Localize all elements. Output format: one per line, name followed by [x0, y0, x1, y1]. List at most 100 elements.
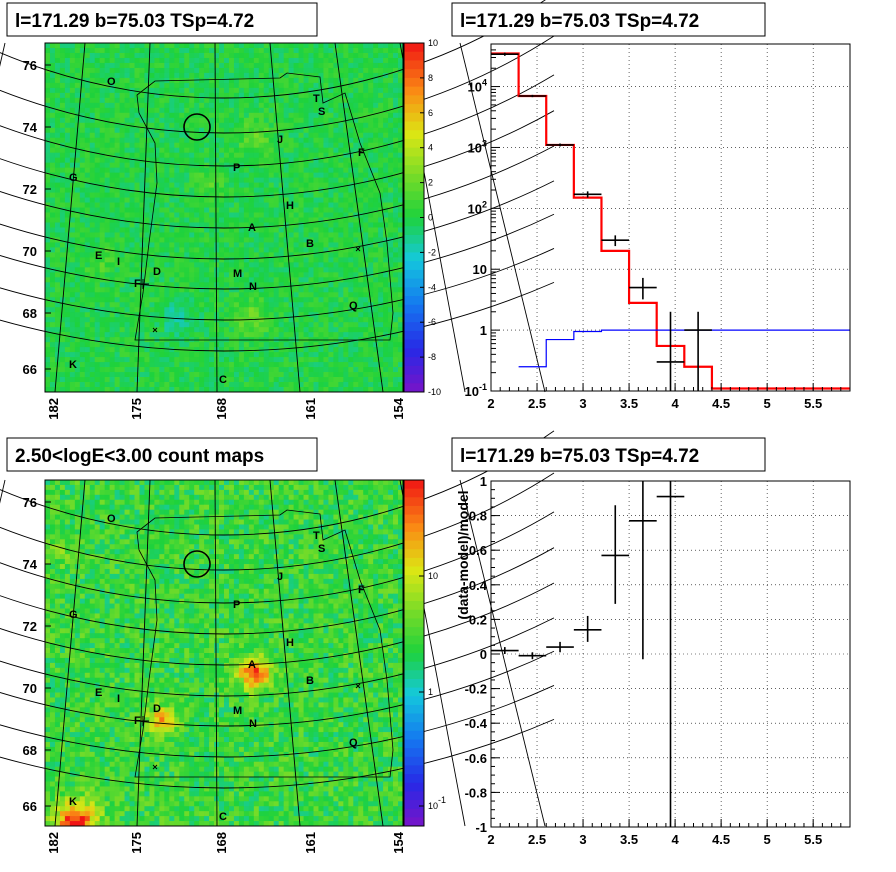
map-pixel [288, 342, 295, 348]
map-pixel [348, 142, 354, 149]
map-pixel [114, 167, 120, 174]
map-pixel [104, 242, 111, 248]
map-pixel [184, 372, 190, 378]
map-pixel [313, 292, 319, 298]
map-pixel [149, 102, 155, 109]
map-pixel [104, 222, 111, 228]
map-pixel [194, 57, 200, 64]
map-pixel [393, 177, 399, 183]
map-pixel [199, 47, 205, 54]
map-pixel [45, 177, 51, 183]
map-pixel [303, 297, 309, 303]
map-pixel [373, 327, 379, 333]
map-pixel [114, 132, 120, 139]
map-pixel [338, 332, 344, 338]
map-pixel [333, 92, 339, 99]
map-pixel [273, 177, 280, 183]
map-pixel [204, 142, 210, 149]
map-pixel [224, 287, 230, 293]
panel1-title: l=171.29 b=75.03 TSp=4.72 [6, 2, 318, 37]
map-pixel [263, 272, 270, 278]
map-pixel [134, 97, 140, 104]
map-pixel [94, 362, 101, 368]
map-pixel [45, 312, 51, 318]
map-pixel [373, 177, 379, 183]
map-pixel [164, 362, 170, 368]
map-pixel [333, 302, 339, 308]
map-pixel [248, 72, 255, 79]
map-pixel [353, 147, 359, 154]
map-pixel [343, 377, 349, 383]
map-pixel [293, 152, 299, 159]
map-pixel [383, 347, 389, 353]
map-pixel [333, 267, 339, 273]
map-pixel [184, 152, 190, 159]
map-pixel [258, 107, 265, 114]
map-pixel [59, 182, 66, 188]
map-pixel [398, 137, 404, 144]
map-pixel [343, 252, 349, 258]
map-pixel [293, 43, 299, 49]
map-pixel [89, 387, 96, 393]
map-pixel [268, 137, 275, 144]
map-pixel [134, 197, 140, 203]
map-pixel [273, 43, 280, 49]
map-pixel [129, 317, 135, 323]
map-pixel [358, 182, 364, 188]
map-pixel [114, 337, 120, 343]
map-pixel [114, 227, 120, 233]
map-pixel [383, 152, 389, 159]
map-pixel [283, 162, 290, 169]
map-pixel [99, 82, 106, 89]
map-pixel [94, 317, 101, 323]
map-pixel [189, 182, 195, 188]
map-pixel [228, 232, 235, 238]
map-pixel [328, 212, 334, 218]
map-pixel [363, 127, 369, 134]
map-pixel [174, 112, 180, 119]
map-pixel [323, 102, 329, 109]
map-pixel [383, 62, 389, 69]
map-pixel [273, 272, 280, 278]
map-pixel [54, 212, 61, 218]
map-pixel [214, 127, 220, 134]
map-pixel [209, 157, 215, 164]
map-pixel [204, 297, 210, 303]
map-pixel [164, 182, 170, 188]
map-pixel [74, 77, 81, 84]
map-pixel [219, 312, 225, 318]
map-pixel [323, 367, 329, 373]
map-pixel [338, 207, 344, 213]
map-pixel [54, 322, 61, 328]
map-pixel [333, 167, 339, 174]
map-pixel [69, 377, 76, 383]
map-pixel [398, 377, 404, 383]
map-pixel [109, 327, 116, 333]
map-pixel [59, 147, 66, 154]
map-pixel [129, 127, 135, 134]
map-pixel [89, 182, 96, 188]
map-pixel [348, 67, 354, 74]
map-pixel [273, 282, 280, 288]
map-pixel [179, 112, 185, 119]
map-pixel [64, 162, 71, 169]
map-pixel [194, 102, 200, 109]
map-pixel [253, 282, 260, 288]
map-pixel [343, 87, 349, 94]
map-pixel [393, 277, 399, 283]
map-pixel [268, 197, 275, 203]
map-pixel [99, 217, 106, 223]
map-pixel [189, 102, 195, 109]
map-pixel [169, 132, 175, 139]
map-pixel [74, 142, 81, 149]
map-pixel [258, 232, 265, 238]
map-pixel [204, 257, 210, 263]
map-pixel [308, 332, 314, 338]
map-pixel [124, 327, 130, 333]
map-pixel [248, 227, 255, 233]
map-pixel [54, 157, 61, 164]
map-pixel [214, 192, 220, 198]
map-pixel [358, 327, 364, 333]
map-pixel [59, 82, 66, 89]
map-pixel [79, 177, 86, 183]
